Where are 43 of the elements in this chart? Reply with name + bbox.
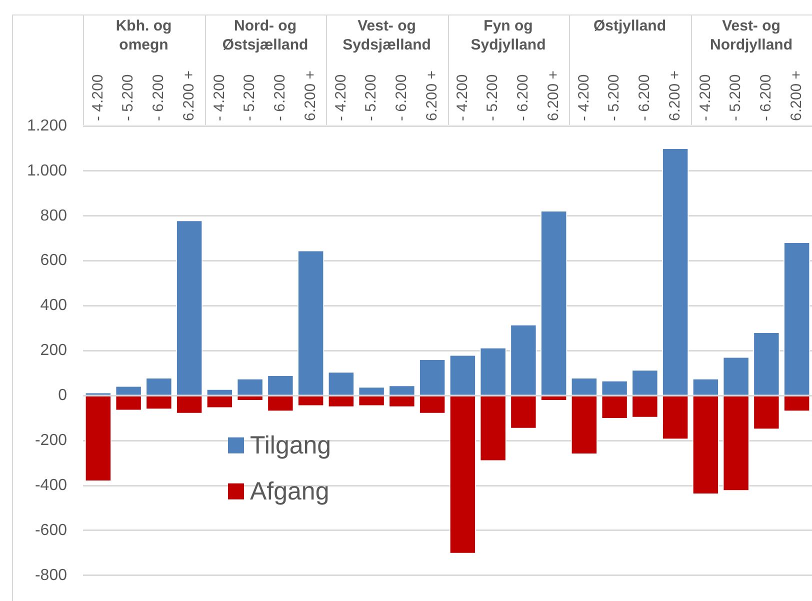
x-tick-label: - 5.200 — [727, 74, 744, 121]
x-tick-label: - 4.200 — [210, 74, 228, 121]
x-tick-label: - 6.200 — [636, 74, 654, 121]
x-tick-label: - 5.200 — [120, 74, 137, 121]
x-tick-label: - 6.200 — [514, 74, 532, 121]
x-tick-label: - 4.200 — [696, 74, 714, 121]
y-tick-label: 0 — [58, 387, 68, 404]
y-tick-label: 800 — [40, 207, 68, 224]
x-tick-label: - 4.200 — [575, 74, 592, 121]
text: Østjylland — [593, 18, 666, 35]
x-tick-label: - 4.200 — [454, 74, 471, 121]
x-tick-label: - 6.200 — [393, 74, 410, 121]
x-tick-label: - 5.200 — [484, 74, 502, 121]
legend-label: Afgang — [250, 477, 330, 506]
x-tick-label: 6.200 + — [302, 70, 319, 121]
x-tick-label: - 5.200 — [362, 74, 380, 121]
x-tick-label: - 6.200 — [150, 74, 168, 121]
x-tick-label: 6.200 + — [423, 70, 440, 121]
x-tick-label: 6.200 + — [666, 70, 684, 121]
x-tick-label: - 6.200 — [758, 74, 775, 121]
x-tick-label: - 6.200 — [272, 74, 289, 121]
y-tick-label: -200 — [34, 432, 68, 449]
y-tick-label: -800 — [34, 566, 68, 584]
legend-label: Tilgang — [250, 431, 332, 460]
x-tick-label: 6.200 + — [544, 70, 562, 121]
y-tick-label: 1.200 — [26, 117, 68, 134]
x-tick-label: - 5.200 — [606, 74, 623, 121]
y-tick-label: 1.000 — [26, 162, 68, 180]
y-tick-label: 200 — [40, 342, 68, 360]
y-tick-label: 600 — [40, 252, 68, 270]
y-tick-label: 400 — [40, 297, 68, 314]
x-tick-label: 6.200 + — [788, 70, 805, 121]
x-tick-label: - 5.200 — [241, 74, 258, 121]
x-tick-label: - 4.200 — [89, 74, 106, 121]
y-tick-label: -400 — [34, 476, 68, 494]
x-tick-label: - 4.200 — [332, 74, 350, 121]
text: Vest- og Nordjylland — [710, 18, 793, 54]
text: Vest- og Sydsjælland — [342, 18, 431, 54]
text: Fyn og Sydjylland — [470, 18, 546, 54]
x-tick-label: 6.200 + — [180, 70, 198, 121]
text: Nord- og Østsjælland — [222, 18, 308, 54]
y-tick-label: -600 — [34, 522, 68, 539]
text: Kbh. og omegn — [116, 18, 172, 54]
